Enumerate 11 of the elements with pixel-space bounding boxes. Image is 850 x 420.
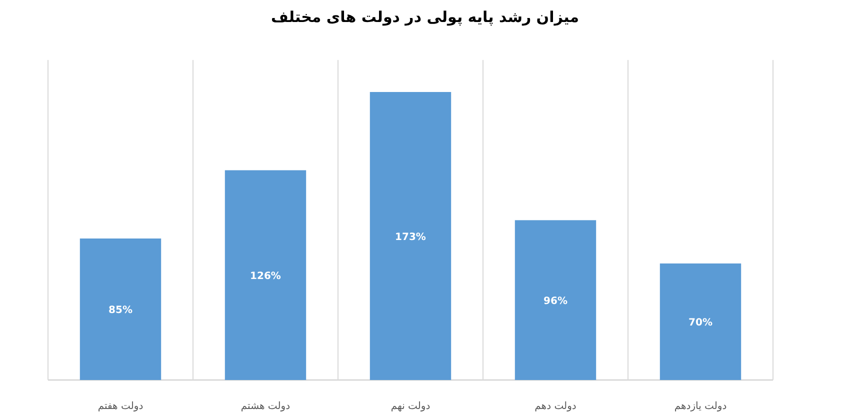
- data-label: 70%: [688, 318, 712, 329]
- x-tick-label: دولت هفتم: [98, 401, 144, 412]
- chart-title: میزان رشد پایه پولی در دولت های مختلف: [271, 8, 579, 26]
- x-tick-label: دولت نهم: [390, 401, 430, 412]
- data-label: 173%: [395, 232, 426, 243]
- x-tick-label: دولت دهم: [534, 401, 576, 412]
- data-label: 96%: [544, 296, 568, 308]
- data-label: 85%: [108, 305, 132, 316]
- x-tick-label: دولت یازدهم: [674, 401, 727, 412]
- data-label: 126%: [250, 271, 281, 282]
- x-tick-label: دولت هشتم: [240, 401, 290, 412]
